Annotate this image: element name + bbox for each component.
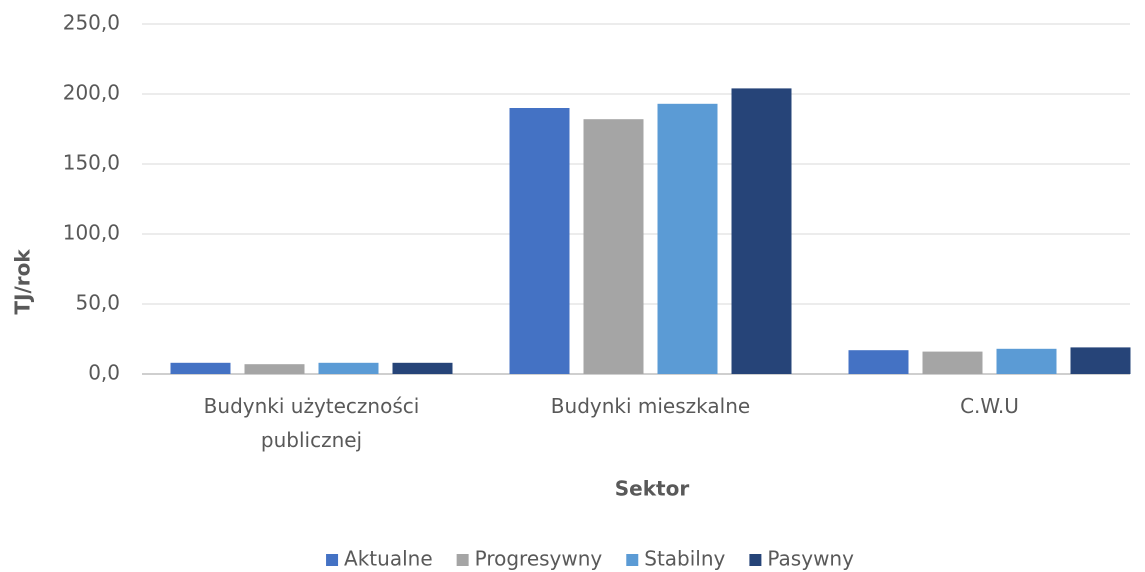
x-tick-label: Budynki mieszkalne: [550, 394, 751, 418]
y-tick-label: 50,0: [75, 291, 120, 315]
x-axis-title: Sektor: [615, 477, 690, 501]
y-tick-label: 250,0: [63, 11, 120, 35]
x-tick-label: C.W.U: [960, 394, 1019, 418]
bar: [509, 108, 570, 374]
bar: [1070, 347, 1131, 374]
legend-swatch: [626, 554, 639, 566]
y-tick-label: 200,0: [63, 81, 120, 105]
legend-swatch: [749, 554, 762, 566]
bar: [318, 362, 379, 374]
legend-label: Pasywny: [767, 547, 854, 571]
y-tick-label: 0,0: [88, 361, 120, 385]
bar: [996, 348, 1057, 374]
y-axis-title: TJ/rok: [11, 249, 35, 315]
bar: [731, 88, 792, 375]
legend-label: Aktualne: [344, 547, 433, 571]
bar: [922, 351, 983, 374]
y-tick-label: 100,0: [63, 221, 120, 245]
legend-label: Progresywny: [475, 547, 603, 571]
legend-swatch: [326, 554, 339, 566]
bar: [848, 350, 909, 374]
bar: [170, 362, 231, 374]
x-tick-label: Budynki użyteczności publicznej: [203, 394, 420, 452]
bar: [583, 119, 644, 374]
bar: [244, 364, 305, 374]
legend-label: Stabilny: [644, 547, 725, 571]
bar: [392, 362, 453, 374]
bar: [657, 103, 718, 375]
legend-swatch: [456, 554, 469, 566]
y-tick-label: 150,0: [63, 151, 120, 175]
